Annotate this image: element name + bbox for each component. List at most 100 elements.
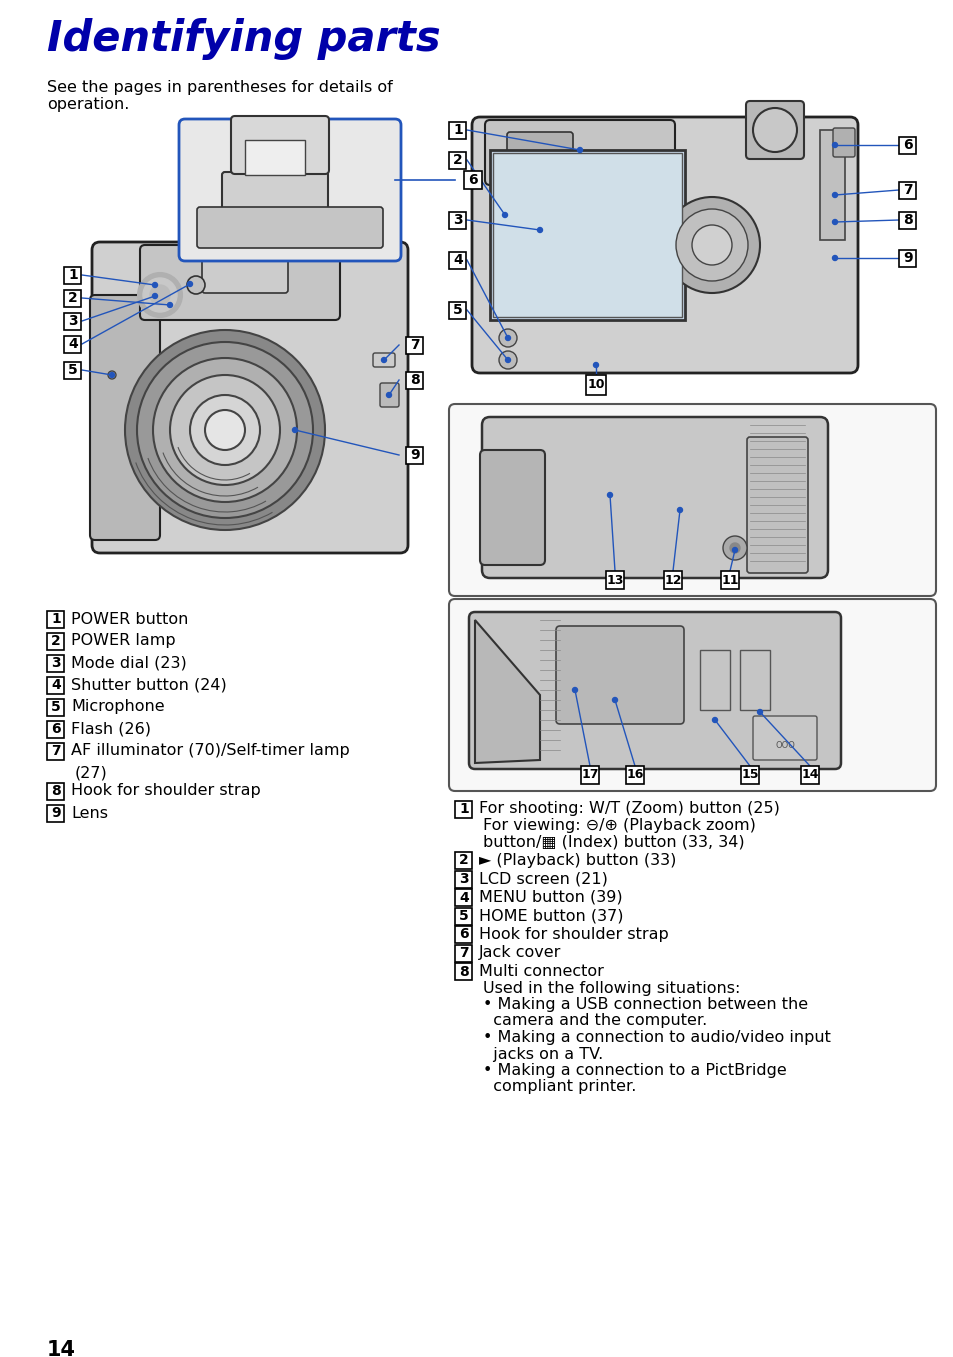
- Circle shape: [143, 278, 177, 312]
- Circle shape: [607, 493, 612, 498]
- Circle shape: [150, 285, 170, 305]
- Text: 6: 6: [458, 927, 468, 942]
- Bar: [490, 151, 684, 320]
- Bar: [65, 289, 81, 307]
- Circle shape: [498, 351, 517, 369]
- Text: 4: 4: [453, 252, 462, 267]
- Text: 1: 1: [453, 123, 462, 137]
- Circle shape: [677, 508, 681, 513]
- Text: 17: 17: [580, 768, 598, 782]
- Circle shape: [138, 273, 182, 318]
- Text: 9: 9: [51, 806, 61, 820]
- Bar: [48, 611, 65, 627]
- Bar: [740, 765, 759, 784]
- Bar: [740, 650, 769, 710]
- FancyBboxPatch shape: [373, 353, 395, 366]
- FancyBboxPatch shape: [506, 132, 573, 172]
- Text: 1: 1: [458, 802, 468, 816]
- Circle shape: [729, 543, 740, 554]
- Text: jacks on a TV.: jacks on a TV.: [482, 1046, 602, 1061]
- Circle shape: [663, 197, 760, 293]
- Text: Used in the following situations:: Used in the following situations:: [482, 981, 740, 996]
- Bar: [605, 571, 623, 589]
- Circle shape: [168, 303, 172, 308]
- Bar: [65, 266, 81, 284]
- FancyBboxPatch shape: [90, 294, 160, 540]
- Text: 5: 5: [453, 303, 462, 318]
- Text: 3: 3: [51, 655, 61, 670]
- Text: 4: 4: [51, 678, 61, 692]
- Text: 15: 15: [740, 768, 758, 782]
- FancyBboxPatch shape: [746, 437, 807, 573]
- FancyBboxPatch shape: [449, 404, 935, 596]
- Bar: [625, 765, 643, 784]
- Text: 2: 2: [68, 290, 78, 305]
- Bar: [899, 182, 916, 198]
- Bar: [899, 137, 916, 153]
- Circle shape: [293, 427, 297, 433]
- FancyBboxPatch shape: [752, 716, 816, 760]
- Bar: [48, 654, 65, 672]
- Text: 11: 11: [720, 574, 738, 586]
- Bar: [65, 361, 81, 379]
- FancyBboxPatch shape: [222, 172, 328, 228]
- Circle shape: [757, 710, 761, 715]
- FancyBboxPatch shape: [140, 246, 339, 320]
- Bar: [65, 312, 81, 330]
- Text: 6: 6: [51, 722, 61, 735]
- FancyBboxPatch shape: [469, 612, 841, 769]
- Circle shape: [125, 330, 325, 531]
- FancyBboxPatch shape: [481, 417, 827, 578]
- Bar: [463, 171, 481, 189]
- Bar: [48, 632, 65, 650]
- Text: AF illuminator (70)/Self-timer lamp: AF illuminator (70)/Self-timer lamp: [71, 744, 350, 759]
- Text: 1: 1: [68, 267, 78, 282]
- Text: • Making a connection to a PictBridge: • Making a connection to a PictBridge: [482, 1063, 786, 1077]
- Text: Multi connector: Multi connector: [478, 963, 603, 978]
- Bar: [245, 140, 305, 175]
- Circle shape: [152, 293, 157, 299]
- Circle shape: [170, 375, 280, 484]
- Bar: [449, 122, 466, 138]
- Text: For viewing: ⊖/⊕ (Playback zoom): For viewing: ⊖/⊕ (Playback zoom): [482, 818, 755, 833]
- Bar: [580, 765, 598, 784]
- Bar: [455, 963, 472, 980]
- Circle shape: [381, 357, 386, 362]
- Text: POWER lamp: POWER lamp: [71, 634, 175, 649]
- Text: 3: 3: [458, 873, 468, 886]
- Circle shape: [108, 370, 116, 379]
- Circle shape: [502, 213, 507, 217]
- Text: (27): (27): [75, 765, 108, 780]
- Bar: [585, 375, 605, 395]
- Circle shape: [676, 209, 747, 281]
- Text: OOO: OOO: [774, 741, 794, 749]
- FancyBboxPatch shape: [556, 626, 683, 725]
- Bar: [449, 251, 466, 269]
- Bar: [48, 677, 65, 693]
- Bar: [455, 801, 472, 817]
- Text: 1: 1: [51, 612, 61, 626]
- Text: Hook for shoulder strap: Hook for shoulder strap: [71, 783, 260, 798]
- Circle shape: [495, 205, 515, 225]
- Text: 4: 4: [68, 337, 78, 351]
- Text: Identifying parts: Identifying parts: [47, 18, 440, 60]
- Text: 7: 7: [458, 946, 468, 959]
- Circle shape: [152, 282, 157, 288]
- FancyBboxPatch shape: [449, 598, 935, 791]
- Text: Flash (26): Flash (26): [71, 722, 151, 737]
- Circle shape: [593, 362, 598, 368]
- Circle shape: [537, 228, 542, 232]
- Text: Jack cover: Jack cover: [478, 946, 560, 961]
- Circle shape: [712, 718, 717, 722]
- Circle shape: [152, 358, 296, 502]
- Bar: [455, 870, 472, 887]
- Text: 6: 6: [902, 138, 912, 152]
- Circle shape: [137, 342, 313, 518]
- Bar: [406, 372, 423, 388]
- Text: 5: 5: [68, 364, 78, 377]
- Text: 7: 7: [410, 338, 419, 351]
- Circle shape: [832, 220, 837, 224]
- Text: Hook for shoulder strap: Hook for shoulder strap: [478, 927, 668, 942]
- Text: MENU button (39): MENU button (39): [478, 890, 622, 905]
- FancyBboxPatch shape: [91, 242, 408, 554]
